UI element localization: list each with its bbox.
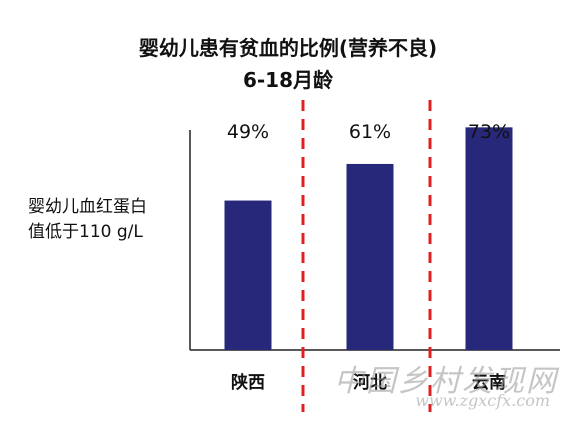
bar-1 xyxy=(224,200,272,350)
value-label-1: 49% xyxy=(227,121,269,143)
chart-title: 婴幼儿患有贫血的比例(营养不良) xyxy=(138,36,438,60)
category-label-1: 陕西 xyxy=(231,372,265,393)
bar-2 xyxy=(346,163,394,350)
value-label-2: 61% xyxy=(349,121,391,143)
bar-3 xyxy=(465,127,513,350)
category-label-2: 河北 xyxy=(353,373,387,393)
value-label-3: 73% xyxy=(468,121,510,143)
watermark-text: 中国乡村发现网 xyxy=(334,364,558,399)
y-axis-label-line-2: 值低于110 g/L xyxy=(28,222,143,242)
watermark-url: www.zgxcfx.com xyxy=(415,391,550,410)
category-label-3: 云南 xyxy=(472,372,506,393)
chart-subtitle: 6-18月龄 xyxy=(242,68,334,92)
y-axis-label-line-1: 婴幼儿血红蛋白 xyxy=(28,197,147,217)
